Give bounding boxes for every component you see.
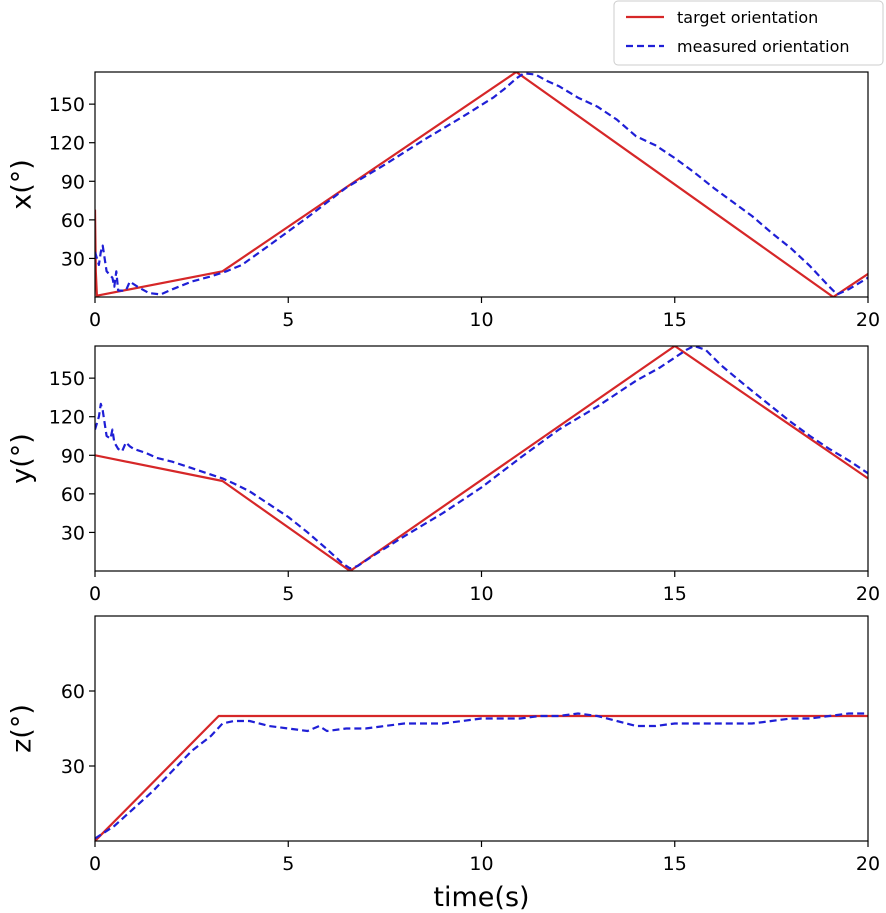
y-axis-label: y(°) — [7, 433, 38, 484]
x-ytick-label: 150 — [49, 94, 85, 116]
y-target-line — [95, 346, 868, 571]
time-axis-label: time(s) — [433, 882, 529, 913]
z-ytick-label: 60 — [61, 681, 85, 703]
x-ytick-label: 30 — [61, 248, 85, 270]
z-target-line — [95, 714, 868, 841]
z-xtick-label: 20 — [856, 853, 880, 875]
x-measured-line — [95, 72, 868, 296]
y-series-group — [95, 346, 868, 571]
x-panel: 0 5 10 15 20 30 60 90 120 150 x(°) — [7, 71, 880, 331]
x-xtick-label: 20 — [856, 309, 880, 331]
x-xtick-label: 15 — [663, 309, 687, 331]
z-series-group — [95, 712, 868, 841]
x-ytick-label: 60 — [61, 210, 85, 232]
x-xtick-label: 10 — [469, 309, 493, 331]
x-xtick-label: 0 — [89, 309, 101, 331]
z-measured-line — [95, 712, 868, 840]
x-target-line — [95, 72, 868, 297]
z-axis-label: z(°) — [7, 704, 38, 753]
y-measured-line — [95, 346, 868, 570]
z-ytick-label: 30 — [61, 756, 85, 778]
x-ytick-label: 120 — [49, 133, 85, 155]
legend: target orientation measured orientation — [613, 0, 884, 66]
y-plot-frame — [94, 345, 869, 572]
z-xtick-label: 5 — [282, 853, 294, 875]
z-xtick-label: 10 — [469, 853, 493, 875]
x-xtick-label: 5 — [282, 309, 294, 331]
x-series-group — [95, 72, 868, 297]
y-ytick-label: 60 — [61, 484, 85, 506]
legend-box — [613, 0, 884, 66]
y-ytick-label: 150 — [49, 368, 85, 390]
y-ytick-label: 120 — [49, 407, 85, 429]
y-xtick-label: 10 — [469, 583, 493, 605]
y-xtick-label: 0 — [89, 583, 101, 605]
z-plot-frame — [94, 615, 869, 842]
legend-target-label: target orientation — [677, 8, 818, 27]
x-plot-frame — [94, 71, 869, 298]
z-xtick-label: 0 — [89, 853, 101, 875]
z-panel: 0 5 10 15 20 30 60 z(°) time(s) — [7, 615, 880, 913]
y-ytick-label: 30 — [61, 522, 85, 544]
legend-measured-label: measured orientation — [677, 37, 850, 56]
y-xtick-label: 15 — [663, 583, 687, 605]
z-xtick-label: 15 — [663, 853, 687, 875]
x-ytick-label: 90 — [61, 171, 85, 193]
y-panel: 0 5 10 15 20 30 60 90 120 150 y(°) — [7, 345, 880, 605]
y-xtick-label: 5 — [282, 583, 294, 605]
y-xtick-label: 20 — [856, 583, 880, 605]
x-axis-label: x(°) — [7, 159, 38, 210]
y-ytick-label: 90 — [61, 445, 85, 467]
